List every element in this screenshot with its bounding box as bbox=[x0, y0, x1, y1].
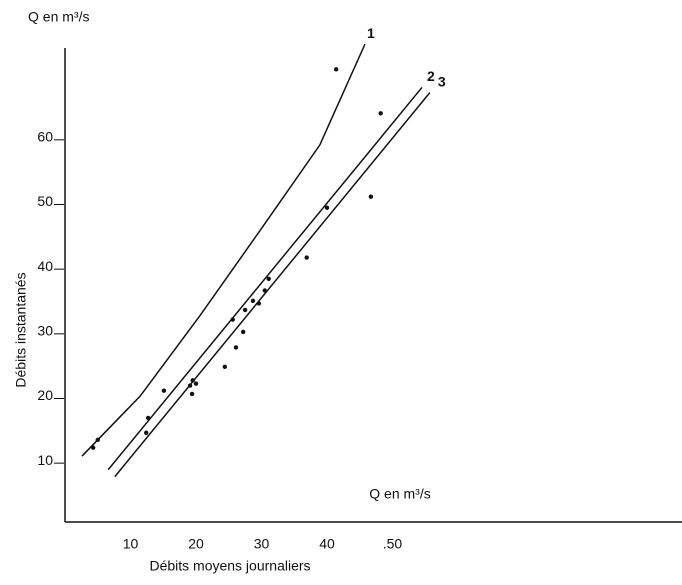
point bbox=[266, 276, 271, 282]
y-tick-label: 30 bbox=[37, 323, 53, 339]
curve bbox=[81, 43, 366, 457]
y-axis-unit: Q en m³/s bbox=[28, 9, 89, 25]
point bbox=[242, 307, 248, 313]
curve-label: 1 bbox=[367, 25, 375, 41]
y-tick-label: 10 bbox=[37, 452, 53, 468]
point bbox=[250, 298, 256, 304]
point bbox=[333, 67, 339, 72]
point bbox=[222, 364, 228, 370]
curve-label: 3 bbox=[438, 73, 446, 89]
point bbox=[144, 430, 149, 435]
y-tick-label: 20 bbox=[37, 387, 53, 403]
point bbox=[324, 205, 330, 210]
y-axis-label: Débits instantanés bbox=[13, 272, 29, 387]
point bbox=[187, 383, 193, 388]
point bbox=[193, 381, 199, 386]
curve-label: 2 bbox=[427, 68, 435, 84]
x-axis-unit: Q en m³/s bbox=[369, 486, 430, 502]
x-tick-label: 20 bbox=[188, 536, 204, 552]
point bbox=[161, 388, 167, 393]
point bbox=[256, 301, 262, 306]
x-tick-label: 40 bbox=[319, 536, 335, 552]
point bbox=[262, 288, 267, 293]
x-tick-label: 10 bbox=[123, 536, 139, 552]
y-tick-label: 60 bbox=[37, 129, 53, 145]
curve bbox=[114, 92, 431, 478]
x-axis-label: Débits moyens journaliers bbox=[149, 558, 310, 574]
point bbox=[190, 378, 195, 383]
y-tick-label: 50 bbox=[37, 193, 53, 209]
point bbox=[368, 194, 374, 199]
x-tick-label: .50 bbox=[383, 536, 403, 552]
point bbox=[145, 415, 151, 421]
point bbox=[304, 255, 309, 260]
y-tick-label: 40 bbox=[37, 258, 53, 274]
point bbox=[240, 329, 246, 335]
point bbox=[95, 437, 100, 443]
point bbox=[230, 317, 235, 322]
point bbox=[233, 345, 239, 350]
x-tick-label: 30 bbox=[254, 536, 270, 552]
point bbox=[90, 445, 96, 450]
point bbox=[189, 391, 195, 397]
curve bbox=[107, 86, 423, 471]
point bbox=[378, 111, 383, 116]
